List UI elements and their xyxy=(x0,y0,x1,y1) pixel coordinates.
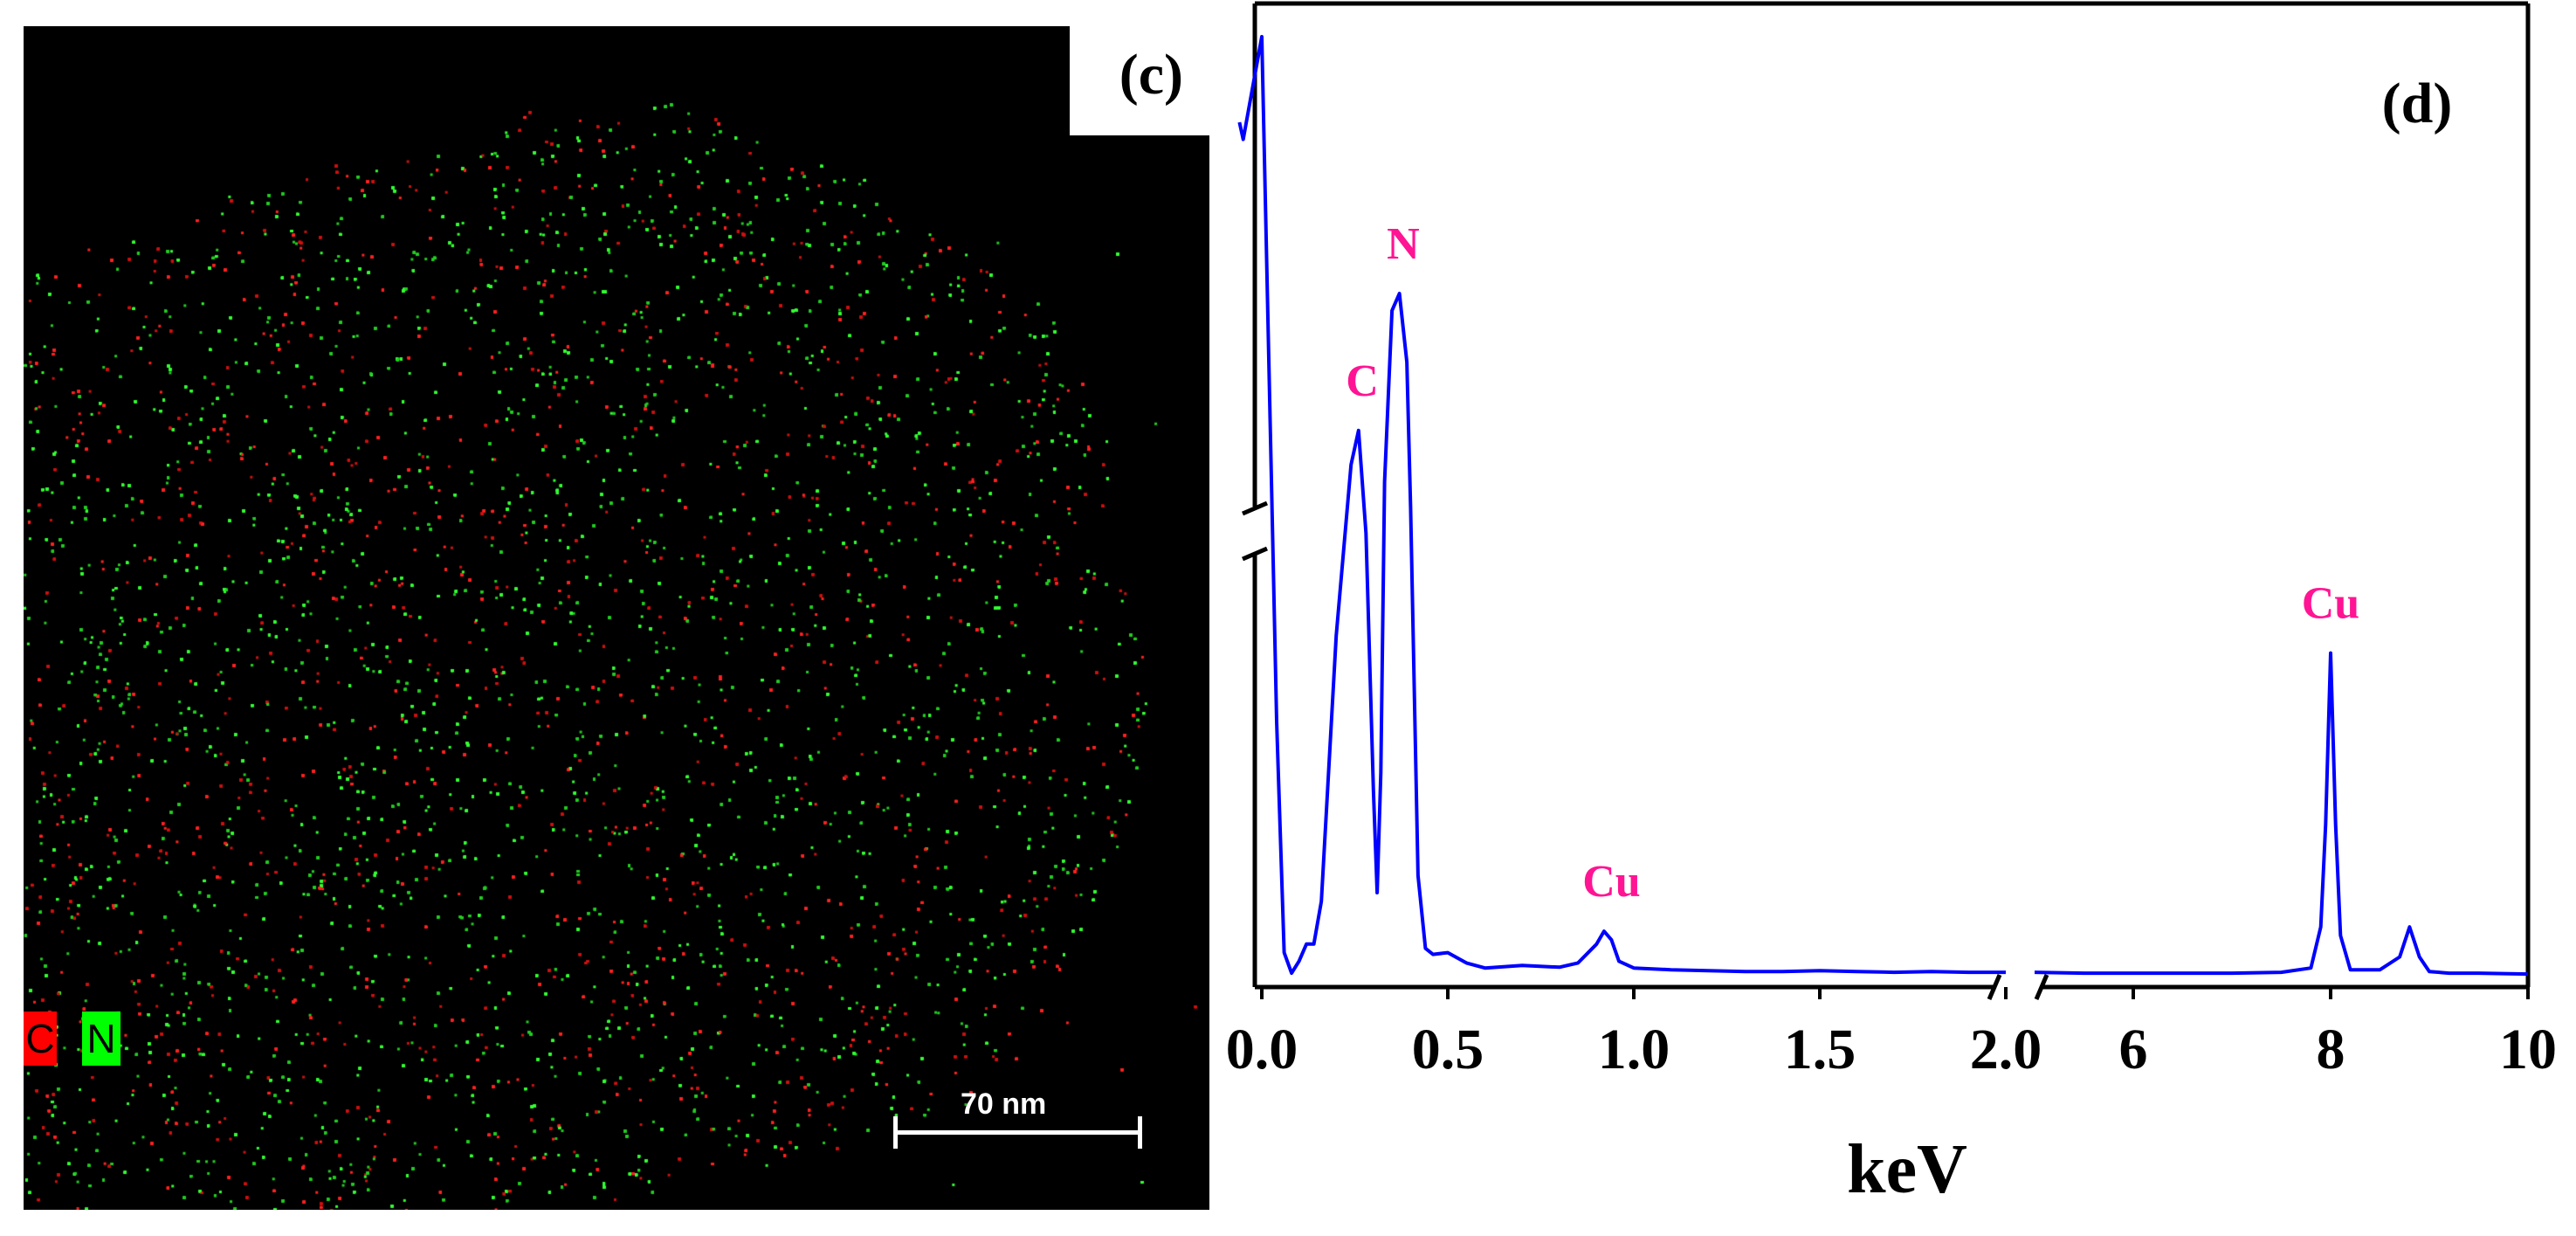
legend-carbon: C xyxy=(24,1012,57,1066)
x-tick-label: 6 xyxy=(2119,1018,2148,1081)
x-tick-label: 2.0 xyxy=(1970,1018,2042,1081)
peak-label-n: N xyxy=(1387,219,1420,269)
spectrum-series xyxy=(1237,35,2529,977)
legend-nitrogen: N xyxy=(82,1012,121,1066)
x-tick-label: 0.5 xyxy=(1412,1018,1484,1081)
y-break-mark-bottom xyxy=(1242,546,1268,562)
scale-bar xyxy=(893,1116,1142,1149)
elemental-map-image xyxy=(24,26,1209,1210)
x-tick-label: 0.0 xyxy=(1226,1018,1298,1081)
x-tick-label: 10 xyxy=(2499,1018,2557,1081)
panel-label-c: (c) xyxy=(1119,43,1183,107)
x-break-mark-right xyxy=(2034,974,2049,1000)
panel-label-box: (c) xyxy=(1070,26,1209,135)
spectrum-line-high-energy xyxy=(2034,651,2529,977)
peak-label-cu: Cu xyxy=(2302,579,2359,629)
x-break-mark-left xyxy=(1987,974,2002,1000)
plot-frame xyxy=(1242,1,2531,1000)
scale-bar-left-cap xyxy=(893,1116,898,1149)
x-tick-label: 8 xyxy=(2317,1018,2345,1081)
peak-labels: C N Cu Cu xyxy=(1346,219,2359,907)
peak-label-cu: Cu xyxy=(1582,857,1640,907)
y-break-mark-top xyxy=(1242,501,1268,516)
elemental-map-panel: (c) xyxy=(24,26,1209,1210)
panel-label-d: (d) xyxy=(2382,72,2453,135)
peak-label-c: C xyxy=(1346,356,1379,406)
axis-ticks: 0.0 0.5 1.0 1.5 2.0 6 8 10 xyxy=(1226,987,2557,1081)
scale-bar-right-cap xyxy=(1138,1116,1142,1149)
x-tick-label: 1.5 xyxy=(1784,1018,1856,1081)
eds-spectrum-chart: 0.0 0.5 1.0 1.5 2.0 6 8 10 C N Cu Cu (d) keV xyxy=(1226,1,2557,1208)
x-tick-label: 1.0 xyxy=(1598,1018,1670,1081)
scale-bar-label: 70 nm xyxy=(961,1088,1047,1121)
x-axis-title: keV xyxy=(1847,1131,1967,1208)
spectrum-line-low-energy xyxy=(1237,35,2006,976)
